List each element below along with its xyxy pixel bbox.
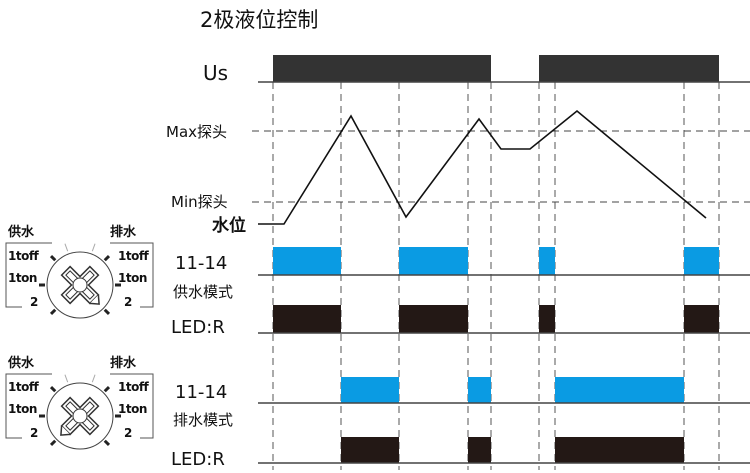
max-probe-label: Max探头 (166, 123, 227, 141)
led-pulse (399, 305, 468, 333)
dial-left-bracket (5, 242, 52, 308)
dial-tick (103, 439, 111, 447)
dial-right-option: 1ton (118, 271, 147, 285)
dial-tick (49, 254, 57, 262)
dial-right-bracket (110, 373, 154, 439)
supply-mode-label: 供水模式 (173, 283, 233, 301)
dial-right-option: 2 (124, 295, 132, 309)
dial-right-title: 排水 (110, 355, 137, 371)
relay-pulse (399, 247, 468, 275)
dial-pointer-icon (60, 265, 100, 305)
led-pulse (555, 437, 684, 463)
relay-1-pulses (273, 247, 719, 275)
relay-pulse (273, 247, 341, 275)
relay-pulse (539, 247, 555, 275)
us-label: Us (203, 61, 228, 85)
dial-right-option: 1toff (118, 249, 150, 263)
water-level-label: 水位 (212, 215, 246, 236)
led-pulse (273, 305, 341, 333)
dial-tick (64, 374, 69, 383)
dial-tick (91, 243, 96, 252)
dial-left-option: 2 (30, 295, 38, 309)
time-markers (272, 82, 720, 470)
relay-pulse (555, 377, 684, 403)
relay-2-label: 11-14 (175, 382, 227, 403)
led-pulse (468, 437, 491, 463)
drain-mode-label: 排水模式 (173, 411, 233, 429)
dial-left-option: 1ton (8, 402, 37, 416)
us-pulse (539, 55, 719, 82)
led-1-pulses (273, 305, 719, 333)
us-pulse (273, 55, 491, 82)
dial-left-title: 供水 (7, 224, 35, 240)
relay-pulse (468, 377, 491, 403)
led-2-pulses (341, 437, 684, 463)
mode-dial[interactable]: 供水 排水 1toff 1ton 2 1toff 1ton 2 (5, 355, 154, 450)
relay-pulse (684, 247, 719, 275)
dial-tick (103, 254, 111, 262)
dial-tick (49, 308, 57, 316)
water-level-curve (258, 109, 707, 225)
dial-right-option: 1ton (118, 402, 147, 416)
dial-tick (49, 385, 57, 393)
dial-tick (49, 439, 57, 447)
relay-2-pulses (341, 377, 684, 403)
dial-right-option: 1toff (118, 380, 150, 394)
dial-pointer-icon (60, 396, 100, 436)
dial-left-option: 1toff (8, 380, 40, 394)
led-pulse (684, 305, 719, 333)
relay-pulse (341, 377, 399, 403)
mode-dial[interactable]: 供水 排水 1toff 1ton 2 1toff 1ton 2 (5, 224, 154, 319)
dial-tick (103, 308, 111, 316)
dial-left-title: 供水 (7, 355, 35, 371)
dial-tick (91, 374, 96, 383)
dial-right-option: 2 (124, 426, 132, 440)
relay-1-label: 11-14 (175, 253, 227, 274)
led-1-label: LED:R (171, 317, 225, 338)
dial-tick (64, 243, 69, 252)
dial-tick (103, 385, 111, 393)
diagram-title: 2极液位控制 (200, 8, 318, 32)
dial-left-option: 1ton (8, 271, 37, 285)
dial-left-option: 1toff (8, 249, 40, 263)
dial-left-option: 2 (30, 426, 38, 440)
led-pulse (539, 305, 555, 333)
dial-right-title: 排水 (110, 224, 137, 240)
dial-right-bracket (110, 242, 154, 308)
led-pulse (341, 437, 399, 463)
dial-left-bracket (5, 373, 52, 439)
led-2-label: LED:R (171, 449, 225, 470)
min-probe-label: Min探头 (171, 193, 228, 211)
